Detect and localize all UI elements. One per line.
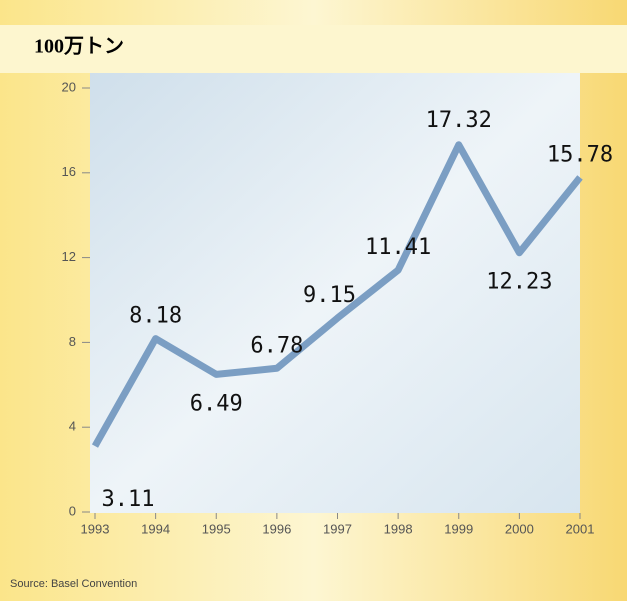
value-label: 12.23 — [486, 270, 552, 295]
y-tick-label: 4 — [69, 419, 76, 434]
y-tick-label: 20 — [62, 79, 76, 94]
x-tick-label: 1997 — [323, 521, 352, 536]
x-tick-label: 1994 — [141, 521, 170, 536]
x-tick-label: 1999 — [444, 521, 473, 536]
plot-area — [90, 73, 580, 513]
data-line — [91, 141, 583, 448]
value-label: 17.32 — [426, 108, 492, 133]
source: Source: Basel Convention — [10, 578, 137, 590]
value-label: 15.78 — [547, 142, 613, 167]
x-tick-label: 1993 — [81, 521, 110, 536]
x-tick-label: 1996 — [262, 521, 291, 536]
header-band — [0, 25, 627, 73]
y-tick-label: 0 — [69, 503, 76, 518]
value-label: 8.18 — [129, 304, 182, 329]
y-tick-label: 8 — [69, 334, 76, 349]
value-label: 6.78 — [250, 333, 303, 358]
x-tick-label: 2001 — [566, 521, 595, 536]
x-tick-label: 1998 — [384, 521, 413, 536]
value-label: 3.11 — [102, 487, 155, 512]
value-label: 6.49 — [190, 391, 243, 416]
value-label: 11.41 — [365, 235, 431, 260]
x-tick-label: 1995 — [202, 521, 231, 536]
y-axis-label: 100万トン — [34, 36, 124, 58]
y-tick-label: 16 — [62, 164, 76, 179]
value-label: 9.15 — [303, 283, 356, 308]
y-tick-label: 12 — [62, 249, 76, 264]
x-tick-label: 2000 — [505, 521, 534, 536]
